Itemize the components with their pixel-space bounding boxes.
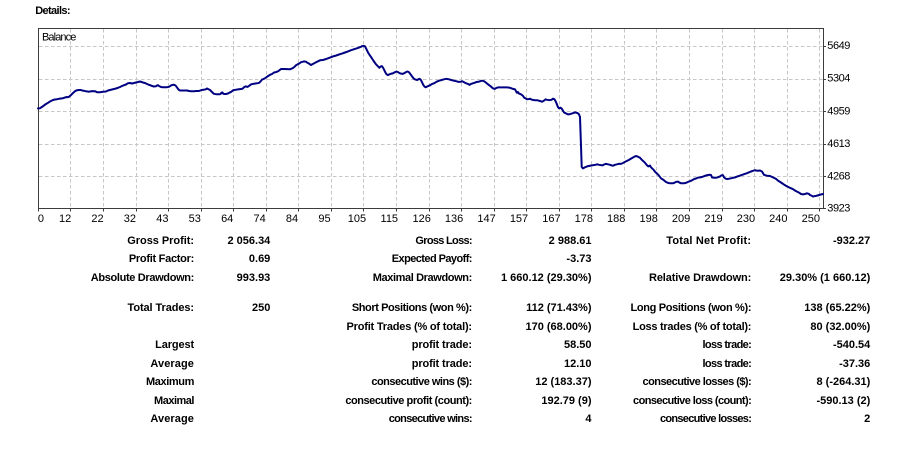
svg-text:32: 32 xyxy=(124,213,136,225)
svg-text:115: 115 xyxy=(381,213,399,225)
svg-text:95: 95 xyxy=(318,213,330,225)
svg-text:74: 74 xyxy=(253,213,265,225)
svg-text:105: 105 xyxy=(348,213,366,225)
svg-text:157: 157 xyxy=(510,213,528,225)
svg-text:84: 84 xyxy=(286,213,298,225)
svg-text:43: 43 xyxy=(156,213,168,225)
svg-text:64: 64 xyxy=(221,213,233,225)
svg-text:53: 53 xyxy=(189,213,201,225)
svg-text:22: 22 xyxy=(91,213,103,225)
svg-text:188: 188 xyxy=(607,213,625,225)
svg-text:4268: 4268 xyxy=(827,171,850,183)
svg-text:3923: 3923 xyxy=(827,203,850,215)
svg-text:167: 167 xyxy=(542,213,560,225)
svg-text:126: 126 xyxy=(413,213,431,225)
svg-text:240: 240 xyxy=(769,213,787,225)
svg-text:12: 12 xyxy=(59,213,71,225)
svg-text:250: 250 xyxy=(802,213,820,225)
svg-text:178: 178 xyxy=(575,213,593,225)
svg-text:4613: 4613 xyxy=(827,138,850,150)
svg-text:Balance: Balance xyxy=(42,32,76,44)
svg-text:5304: 5304 xyxy=(827,73,850,85)
svg-text:230: 230 xyxy=(737,213,755,225)
svg-text:219: 219 xyxy=(704,213,722,225)
svg-text:4959: 4959 xyxy=(827,105,850,117)
svg-text:198: 198 xyxy=(640,213,658,225)
svg-text:5649: 5649 xyxy=(827,40,850,52)
svg-text:136: 136 xyxy=(445,213,463,225)
svg-text:0: 0 xyxy=(38,213,44,225)
svg-text:209: 209 xyxy=(672,213,690,225)
svg-text:147: 147 xyxy=(477,213,495,225)
